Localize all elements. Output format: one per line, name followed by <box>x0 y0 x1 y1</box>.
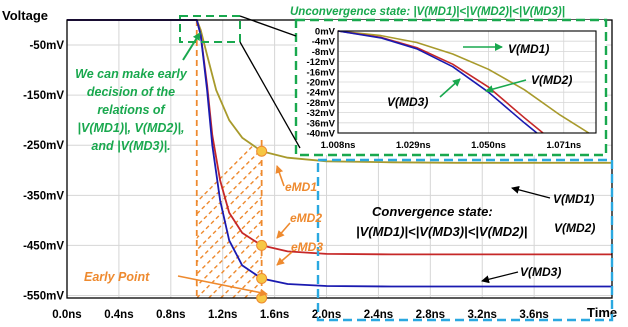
y-tick-label: -350mV <box>23 190 64 202</box>
inset-y-tick-label: -36mV <box>306 118 335 129</box>
label-inset-md1: V(MD1) <box>508 42 549 56</box>
early-marker-1 <box>256 145 268 157</box>
x-tick-label: 1.2ns <box>208 309 237 321</box>
inset-y-tick-label: -4mV <box>312 37 336 48</box>
arrow-inset-md2 <box>485 79 527 94</box>
y-tick-label: -250mV <box>23 140 64 152</box>
x-tick-label: 0.8ns <box>156 309 185 321</box>
arrow-emd1 <box>275 165 285 187</box>
arrow-emd3 <box>276 251 293 266</box>
x-tick-label: 2.4ns <box>364 309 393 321</box>
label-main-md1: V(MD1) <box>553 192 594 206</box>
y-tick-label: -550mV <box>23 290 64 302</box>
inset-x-tick-label: 1.071ns <box>546 140 581 151</box>
inset-y-tick-label: -12mV <box>306 57 335 68</box>
convergence-relation: |V(MD1)|<|V(MD3)|<|V(MD2)| <box>356 224 527 239</box>
hatch-line <box>196 208 262 275</box>
early-decision-line-5: and |V(MD3)|. <box>91 139 170 153</box>
label-emd1: eMD1 <box>285 180 317 194</box>
early-decision-arrow <box>182 32 201 61</box>
main-tick-labels: 0.0ns 0.4ns 0.8ns 1.2ns 1.6ns 2.0ns 2.4ns 2.8ns… <box>23 40 549 321</box>
arrow-main-md1 <box>511 185 551 199</box>
inset-y-tick-label: -8mV <box>312 47 336 58</box>
x-tick-label: 3.2ns <box>468 309 497 321</box>
arrow-inset-md3 <box>439 78 461 98</box>
label-emd2: eMD2 <box>290 211 322 225</box>
hatch-lines <box>196 145 262 298</box>
inset-series-line-md1 <box>337 30 590 134</box>
early-decision-line-4: |V(MD1)|, V(MD2)|, <box>77 121 184 135</box>
early-point-label: Early Point <box>84 270 150 284</box>
early-marker-4 <box>256 292 268 304</box>
inset-series-line-md3 <box>337 30 538 134</box>
x-axis-label: Time <box>587 305 617 320</box>
series-line-md1 <box>67 19 612 164</box>
early-decision-line-2: decision of the <box>87 85 175 99</box>
early-marker-3 <box>256 272 268 284</box>
series-line-md3 <box>67 19 612 288</box>
inset-y-tick-label: -40mV <box>306 129 335 140</box>
hatch-line <box>196 148 262 215</box>
convergence-box <box>316 158 614 322</box>
zoom-connector-top <box>239 15 297 37</box>
hatch-line <box>196 160 262 227</box>
hatch-line <box>196 172 262 239</box>
arrow-emd2 <box>276 222 291 239</box>
early-decision-text: We can make early decision of the relati… <box>75 67 188 153</box>
hatch-line <box>196 196 262 263</box>
knee-highlight-box <box>179 15 241 43</box>
inset-plot-frame <box>337 30 597 134</box>
hatch-line <box>196 184 262 251</box>
x-tick-label: 3.6ns <box>519 309 548 321</box>
inset-series <box>337 30 590 134</box>
inset-y-tick-label: -24mV <box>306 88 335 99</box>
early-marker-2 <box>256 239 268 251</box>
inset-y-tick-label: 0mV <box>315 27 336 38</box>
label-inset-md3: V(MD3) <box>387 95 428 109</box>
unconvergence-title: Unconvergence state: |V(MD1)|<|V(MD2)|<|… <box>290 6 565 18</box>
inset-x-tick-label: 1.029ns <box>396 140 431 151</box>
main-series <box>67 19 612 288</box>
inset-plot: 1.008ns 1.029ns 1.050ns 1.071ns0mV-4mV-8mV-… <box>306 27 597 152</box>
label-inset-md2: V(MD2) <box>531 73 572 87</box>
arrow-main-md3 <box>481 271 519 284</box>
early-point-arrow <box>177 275 268 297</box>
x-tick-label: 2.8ns <box>416 309 445 321</box>
early-decision-line-3: relations of <box>97 103 166 117</box>
early-decision-line-1: We can make early <box>75 67 188 81</box>
inset-y-tick-label: -32mV <box>306 108 335 119</box>
y-axis-label: Voltage <box>2 8 48 23</box>
inset-tick-labels: 1.008ns 1.029ns 1.050ns 1.071ns0mV-4mV-8mV-… <box>306 27 581 152</box>
y-tick-label: -150mV <box>23 90 64 102</box>
zoom-connector-bottom <box>239 41 301 149</box>
label-main-md2: V(MD2) <box>554 221 595 235</box>
label-main-md3: V(MD3) <box>520 265 561 279</box>
convergence-title: Convergence state: <box>372 204 493 219</box>
emd-labels: eMD1 eMD2 eMD3 <box>285 180 323 254</box>
inset-y-tick-label: -16mV <box>306 67 335 78</box>
hatched-region <box>195 20 263 298</box>
inset-y-tick-label: -28mV <box>306 98 335 109</box>
x-tick-label: 0.4ns <box>104 309 133 321</box>
y-tick-label: -450mV <box>23 240 64 252</box>
inset-y-tick-label: -20mV <box>306 78 335 89</box>
inset-x-tick-label: 1.008ns <box>321 140 356 151</box>
inset-x-tick-label: 1.050ns <box>471 140 506 151</box>
y-tick-label: -50mV <box>29 40 64 52</box>
x-tick-label: 1.6ns <box>260 309 289 321</box>
x-tick-label: 0.0ns <box>52 309 81 321</box>
label-emd3: eMD3 <box>291 240 323 254</box>
